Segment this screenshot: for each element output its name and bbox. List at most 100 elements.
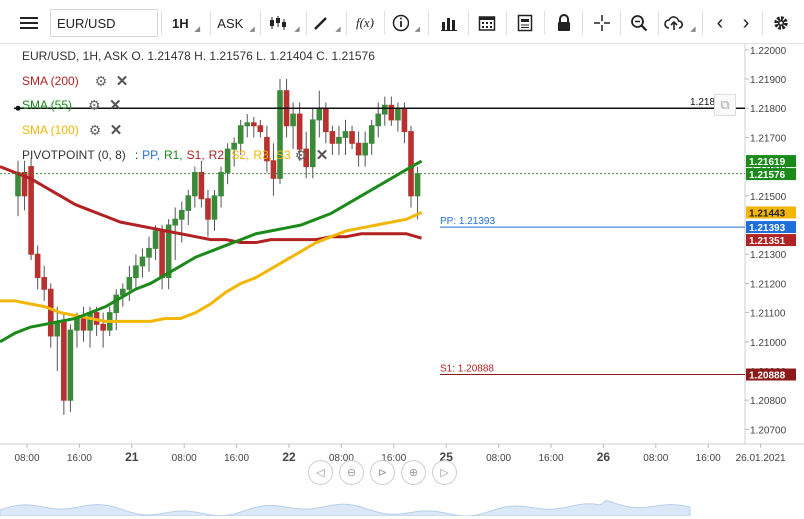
chart-navigation: ◁ ⊖ ⊳ ⊕ ▷ [308, 460, 457, 485]
candle-bearish [61, 320, 67, 401]
zoom-out-button[interactable]: ⊖ [339, 460, 364, 485]
report-button[interactable] [510, 9, 540, 37]
x-tick-label: 08:00 [172, 453, 197, 464]
symbol-selector[interactable]: EUR/USD [50, 9, 158, 37]
candle-bullish [15, 171, 21, 197]
x-tick-label: 16:00 [381, 453, 406, 464]
divider [306, 11, 307, 35]
candle-bearish [349, 131, 355, 144]
pivot-item: R1, [163, 148, 183, 162]
pan-left-button[interactable]: ◁ [308, 460, 333, 485]
candle-bearish [28, 166, 34, 255]
divider [658, 11, 659, 35]
info-button[interactable]: ◢ [392, 9, 420, 37]
gear-icon[interactable]: ⚙ [294, 146, 308, 163]
close-icon[interactable]: ✕ [109, 96, 122, 114]
expand-icon: ⧉ [720, 97, 730, 112]
price-tag-label: 1.21443 [749, 208, 786, 219]
chart-type-button[interactable]: ◢ [266, 9, 302, 37]
x-tick-label: 21 [125, 450, 139, 464]
reset-zoom-button[interactable]: ⊳ [370, 460, 395, 485]
expand-chart-button[interactable]: ⧉ [714, 94, 736, 116]
x-tick-label: 22 [282, 450, 296, 464]
sma100-line [0, 211, 423, 323]
gear-icon[interactable]: ⚙ [88, 96, 101, 113]
pivot-separator: : [134, 148, 139, 162]
divider [346, 11, 347, 35]
candle-bearish [264, 136, 270, 162]
price-chart[interactable]: 1.220001.219001.218001.217001.216001.215… [0, 44, 804, 517]
candle-bullish [178, 209, 185, 220]
candle-bearish [401, 107, 408, 133]
draw-button[interactable]: ◢ [312, 9, 342, 37]
caret-icon: ◢ [414, 26, 420, 33]
candle-bearish [388, 104, 395, 121]
close-icon[interactable]: ✕ [115, 72, 129, 90]
x-tick-label: 08:00 [14, 453, 39, 464]
price-type-selector[interactable]: ASK ◢ [216, 9, 256, 37]
menu-button[interactable] [12, 9, 46, 37]
caret-icon: ◢ [294, 26, 300, 33]
candle-bullish [362, 142, 368, 156]
scroll-right-button[interactable]: › [734, 9, 758, 37]
gear-icon[interactable]: ⚙ [88, 121, 102, 138]
function-button[interactable]: f(x) [350, 9, 380, 37]
settings-button[interactable] [766, 9, 796, 37]
candle-bullish [244, 122, 251, 127]
pivot-item: PP, [142, 148, 160, 162]
zoom-in-button[interactable]: ⊕ [401, 460, 426, 485]
lock-button[interactable] [550, 9, 578, 37]
divider [544, 11, 545, 35]
pivot-pp-label: PP: 1.21393 [440, 216, 495, 227]
chevron-left-icon: ‹ [716, 11, 724, 34]
price-tag [746, 155, 796, 168]
candle-bullish [290, 113, 296, 127]
price-tag [746, 234, 796, 247]
candle-bullish [342, 131, 349, 138]
calendar-button[interactable] [472, 9, 502, 37]
candle-bullish [211, 195, 218, 220]
y-tick-label: 1.21700 [750, 133, 787, 144]
candle-bullish [375, 113, 382, 127]
candle-bearish [303, 148, 309, 168]
x-tick-label: 08:00 [329, 453, 354, 464]
candle-bearish [323, 107, 329, 133]
y-tick-label: 1.21800 [750, 104, 787, 115]
candle-bullish [309, 119, 316, 168]
pivot-item: R2, [208, 148, 228, 162]
share-button[interactable]: ◢ [662, 9, 698, 37]
price-tag-label: 1.21393 [749, 223, 786, 234]
scroll-left-button[interactable]: ‹ [708, 9, 732, 37]
x-tick-label: 16:00 [696, 453, 721, 464]
price-tag-label: 1.20888 [749, 371, 786, 382]
candle-bullish [368, 125, 375, 144]
chart-area[interactable]: 1.220001.219001.218001.217001.216001.215… [0, 44, 804, 517]
indicator-label: PIVOTPOINT (0, 8) [22, 148, 126, 162]
divider [428, 11, 429, 35]
candle-bullish [87, 312, 93, 331]
candle-bullish [146, 247, 152, 258]
price-tag-label: 1.21576 [749, 170, 786, 181]
horizontal-line-label: 1.21800 [690, 97, 727, 108]
candle-bullish [218, 171, 224, 197]
hamburger-icon [20, 17, 38, 29]
timeframe-selector[interactable]: 1H ◢ [168, 9, 204, 37]
x-tick-label: 16:00 [67, 453, 92, 464]
zoom-icon [631, 15, 648, 32]
caret-icon: ◢ [690, 26, 696, 33]
volume-button[interactable] [434, 9, 464, 37]
indicator-label: SMA (200) [22, 74, 79, 88]
timeframe-label: 1H [171, 15, 189, 31]
price-tag [746, 206, 796, 219]
zoom-button[interactable] [624, 9, 654, 37]
candle-bullish [224, 148, 231, 173]
candle-bearish [408, 131, 414, 197]
y-tick-label: 1.21000 [750, 338, 787, 349]
close-icon[interactable]: ✕ [109, 121, 123, 139]
crosshair-button[interactable] [588, 9, 616, 37]
triangle-right-icon: ▷ [440, 467, 449, 479]
gear-icon[interactable]: ⚙ [94, 72, 108, 89]
price-tag [746, 368, 796, 381]
pan-right-button[interactable]: ▷ [432, 460, 457, 485]
close-icon[interactable]: ✕ [315, 146, 329, 164]
